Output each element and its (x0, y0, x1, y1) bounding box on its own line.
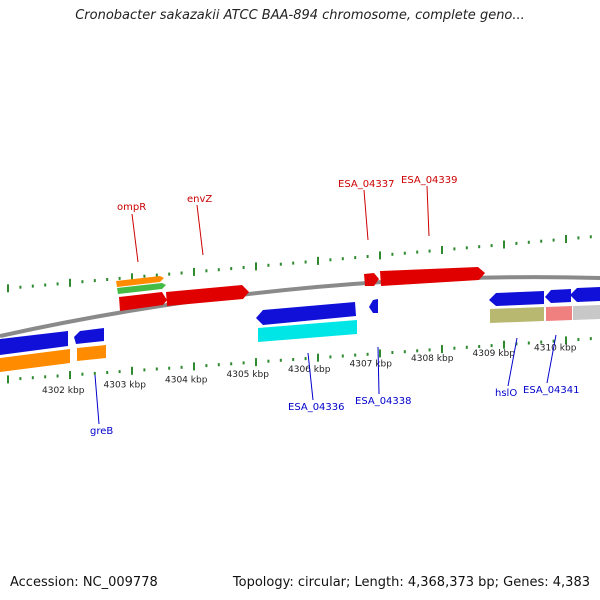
ESA_04336-cyan-feature[interactable] (258, 320, 357, 342)
hslO-leader (507, 337, 518, 387)
ESA_04338-gene[interactable] (369, 299, 378, 313)
greB-orange-feature[interactable] (77, 345, 106, 361)
topology-text: Topology: circular; Length: 4,368,373 bp… (232, 575, 590, 590)
hslO-gene[interactable] (489, 291, 544, 306)
tick-label: 4302 kbp (42, 386, 85, 396)
ompR-label[interactable]: ompR (117, 202, 146, 213)
left-partial-orange[interactable] (0, 349, 70, 372)
map-title: Cronobacter sakazakii ATCC BAA-894 chrom… (75, 8, 525, 23)
hslO-khaki-feature[interactable] (490, 307, 544, 323)
tick-label: 4305 kbp (227, 370, 270, 380)
ESA_04338-leader (377, 346, 380, 395)
ESA_04338-label[interactable]: ESA_04338 (355, 396, 412, 407)
greB-label[interactable]: greB (90, 426, 113, 437)
right-partial-gray[interactable] (573, 305, 600, 320)
greB-gene[interactable] (74, 328, 104, 344)
ESA_04341-pink-feature[interactable] (546, 306, 572, 321)
ESA_04339-leader (426, 185, 430, 237)
ESA_04337-gene[interactable] (364, 273, 379, 286)
upper-tick-row (7, 235, 592, 293)
gene-labels: ompR envZ ESA_04337 ESA_04339 greB ESA_0… (90, 175, 580, 437)
accession-text: Accession: NC_009778 (10, 575, 158, 590)
ompR-orange-feature[interactable] (116, 276, 164, 287)
hslO-label[interactable]: hslO (495, 388, 517, 399)
envZ-leader (196, 204, 204, 256)
ESA_04341-gene[interactable] (545, 289, 571, 303)
envZ-gene[interactable] (166, 285, 249, 306)
ESA_04339-label[interactable]: ESA_04339 (401, 175, 458, 186)
left-partial-gene[interactable] (0, 331, 68, 355)
greB-leader (94, 374, 100, 425)
ESA_04336-gene[interactable] (256, 302, 356, 325)
ESA_04341-label[interactable]: ESA_04341 (523, 385, 580, 396)
envZ-label[interactable]: envZ (187, 194, 212, 205)
tick-label: 4303 kbp (104, 381, 147, 391)
ESA_04336-label[interactable]: ESA_04336 (288, 402, 345, 413)
ESA_04339-gene[interactable] (380, 267, 485, 286)
ompR-gene[interactable] (119, 292, 167, 311)
forward-strand-features (116, 267, 485, 311)
tick-label: 4309 kbp (473, 349, 516, 359)
label-leaders (94, 185, 557, 425)
tick-label: 4308 kbp (411, 354, 454, 364)
ompR-leader (131, 213, 139, 263)
ESA_04341-leader (546, 334, 557, 384)
ESA_04337-label[interactable]: ESA_04337 (338, 179, 395, 190)
reverse-strand-features (0, 287, 600, 372)
ESA_04336-leader (307, 352, 314, 401)
ompR-green-feature[interactable] (117, 283, 166, 294)
tick-label: 4310 kbp (534, 344, 577, 354)
tick-label: 4304 kbp (165, 375, 208, 385)
ESA_04337-leader (363, 189, 369, 241)
tick-label: 4307 kbp (350, 360, 393, 370)
lower-tick-row (7, 336, 592, 384)
chromosome-backbone (0, 275, 600, 338)
right-partial-gene[interactable] (570, 287, 600, 302)
